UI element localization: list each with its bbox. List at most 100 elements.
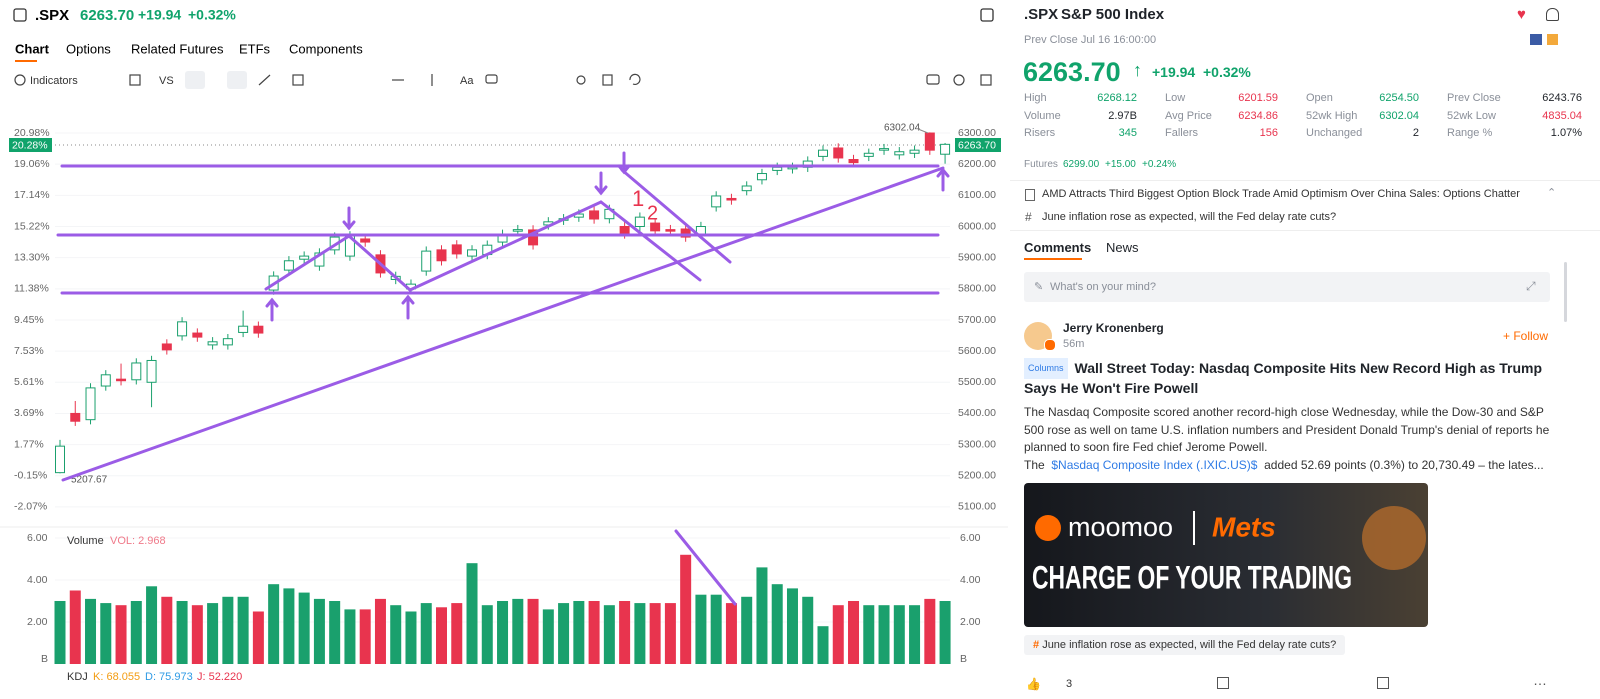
stat-label: Range % [1447, 127, 1493, 139]
candle-body [711, 195, 722, 208]
icon[interactable] [14, 74, 26, 86]
volume-bar [512, 598, 524, 664]
collapse-icon[interactable]: ⌃ [1547, 187, 1557, 199]
volume-bar [741, 596, 753, 664]
feed-tab[interactable]: News [1106, 240, 1139, 255]
candle-body [421, 250, 432, 272]
stat-value: 2.97B [1108, 109, 1137, 122]
icon[interactable] [292, 74, 304, 86]
stat-value: 156 [1259, 127, 1278, 139]
text: The [1024, 458, 1045, 472]
volume-bar [344, 609, 356, 664]
alert-icon[interactable] [1546, 8, 1559, 21]
feed-tab[interactable]: Comments [1024, 240, 1092, 255]
link[interactable]: $Nasdaq Composite Index (.IXIC.US)$ [1051, 458, 1258, 472]
candle-body [879, 148, 890, 151]
comment-icon[interactable] [1217, 677, 1229, 689]
stat-label: Avg Price [1165, 109, 1212, 122]
favorite-icon[interactable]: ♥ [1517, 6, 1526, 23]
stat-label: High [1024, 92, 1047, 104]
tab[interactable]: Components [289, 41, 363, 56]
futures-label: Futures [1024, 159, 1058, 170]
news-item[interactable]: June inflation rose as expected, will th… [1042, 211, 1337, 223]
icon[interactable] [485, 74, 498, 84]
icon[interactable] [953, 74, 965, 86]
volume-bar [176, 600, 188, 664]
icon[interactable] [576, 75, 586, 85]
vs-button[interactable]: VS [159, 75, 174, 87]
tab-underline [1024, 258, 1082, 260]
candle-body [467, 249, 478, 257]
futures-price: 6299.00 [1063, 159, 1100, 170]
vol-unit: B [41, 653, 48, 665]
kdj-d: D: 75.973 [145, 671, 193, 683]
text: added 52.69 points (0.3%) to 20,730.49 –… [1264, 458, 1544, 472]
candle-body [299, 255, 310, 260]
expand-icon[interactable]: ⤢ [1526, 279, 1536, 293]
composer-placeholder[interactable]: What's on your mind? [1050, 281, 1157, 293]
pct-label: 3.69% [14, 407, 44, 419]
more-icon[interactable]: … [1533, 672, 1547, 688]
volume-bar [481, 605, 493, 664]
reaction-count: 3 [1066, 678, 1073, 690]
volume-bar [191, 605, 203, 664]
price: 6263.70 [80, 7, 134, 24]
pct-label: 7.53% [14, 345, 44, 357]
volume-bar [374, 598, 386, 664]
reaction-icons[interactable]: 👍 [1026, 677, 1041, 691]
indicators-button[interactable]: Indicators [30, 75, 78, 87]
topic[interactable]: # June inflation rose as expected, will … [1024, 635, 1346, 655]
panel-icon[interactable] [13, 8, 27, 22]
icon[interactable] [129, 74, 141, 86]
post-title[interactable]: Columns Wall Street Today: Nasdaq Composi… [1024, 358, 1556, 398]
brand: moomoo [1068, 512, 1173, 542]
follow-button[interactable]: + Follow [1503, 329, 1549, 343]
icon[interactable] [980, 74, 992, 86]
trend-line [599, 200, 702, 282]
icon[interactable] [258, 74, 271, 86]
volume-bar [237, 596, 249, 664]
composer[interactable] [1024, 272, 1550, 302]
tab[interactable]: ETFs [239, 41, 271, 56]
arrow-head [936, 167, 950, 178]
icon[interactable] [629, 73, 641, 85]
candle-body [756, 173, 767, 181]
volume-bar [359, 609, 371, 664]
news-item[interactable]: AMD Attracts Third Biggest Option Block … [1042, 188, 1520, 200]
tab[interactable]: Related Futures [131, 41, 224, 56]
text-tool[interactable]: Aa [460, 75, 474, 87]
tab[interactable]: Options [66, 41, 111, 56]
volume-bar [863, 605, 875, 664]
toolbar: Indicators VS Aa [14, 71, 992, 89]
volume-bar [115, 605, 127, 664]
icon[interactable] [602, 74, 613, 86]
volume-bar [558, 603, 570, 664]
candle-body [222, 338, 233, 346]
candle-body [451, 244, 462, 255]
pct-tag-bg [9, 138, 52, 152]
pct-label: 15.22% [14, 220, 50, 232]
logo [1035, 515, 1061, 541]
author[interactable]: Jerry Kronenberg [1063, 321, 1164, 335]
candle-body [238, 325, 249, 333]
volume-bar [664, 603, 676, 664]
candle-body [650, 222, 661, 232]
trend-line [347, 234, 412, 292]
icon[interactable] [926, 74, 940, 85]
stat-label: Prev Close [1447, 92, 1501, 104]
volume-value: VOL: 2.968 [110, 535, 166, 547]
hash-icon: # [1025, 210, 1032, 224]
candle-body [833, 147, 844, 159]
share-icon[interactable] [1377, 677, 1389, 689]
expand-icon[interactable] [980, 8, 994, 22]
banner[interactable]: moomoo Mets CHARGE OF YOUR TRADING [1024, 483, 1428, 627]
tab[interactable]: Chart [15, 41, 50, 56]
stat-value: 4835.04 [1542, 109, 1582, 122]
divider [1010, 180, 1600, 181]
volume-bar [542, 609, 554, 664]
y-tick-label: 6300.00 [958, 127, 996, 139]
trend-line [408, 200, 603, 292]
price-tag: 6263.70 [958, 139, 996, 151]
candle-body [924, 132, 935, 151]
